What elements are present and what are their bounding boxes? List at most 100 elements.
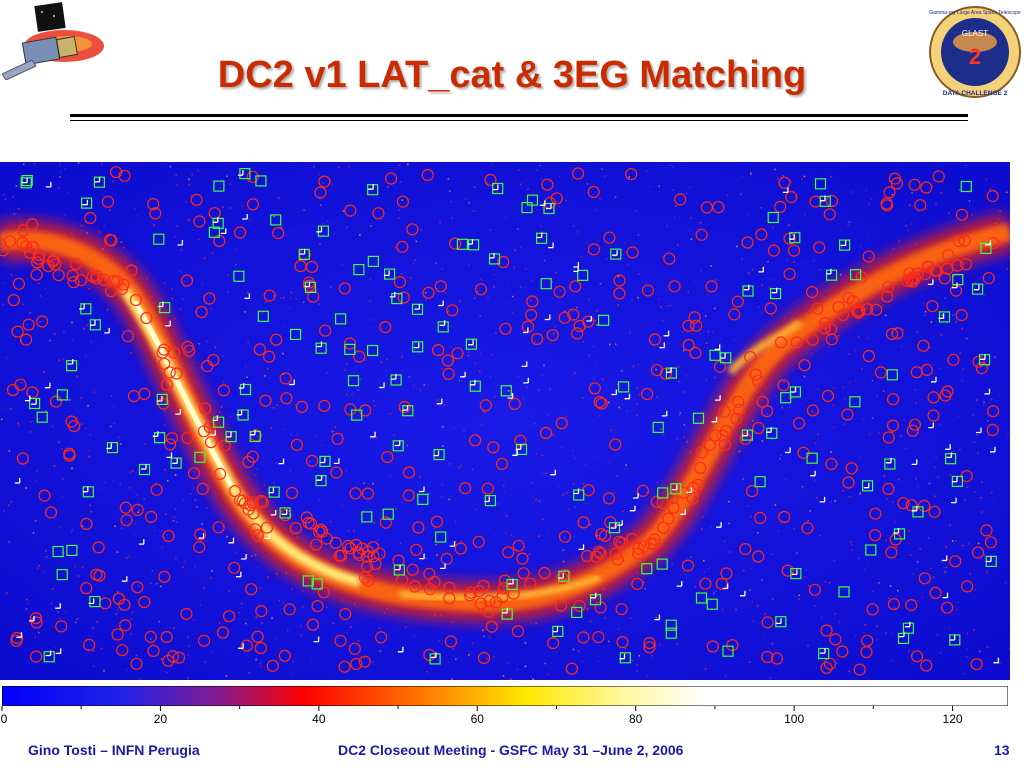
- noise-pixel: [341, 263, 344, 265]
- noise-pixel: [864, 624, 867, 626]
- lat-source-circle: [198, 634, 211, 647]
- noise-pixel: [210, 307, 212, 310]
- noise-pixel: [8, 504, 10, 507]
- lat-source-circle: [80, 517, 93, 530]
- lat-source-circle: [44, 506, 58, 519]
- lat-source-circle: [820, 624, 833, 637]
- 3eg-source-square: [769, 287, 782, 300]
- noise-pixel: [506, 284, 509, 287]
- noise-pixel: [809, 510, 811, 512]
- match-cross: [938, 313, 945, 319]
- noise-pixel: [210, 577, 212, 579]
- match-cross: [904, 621, 911, 628]
- noise-pixel: [940, 334, 943, 336]
- noise-pixel: [713, 592, 715, 595]
- noise-pixel: [582, 397, 584, 399]
- lat-source-circle: [689, 346, 702, 359]
- noise-pixel: [427, 383, 429, 385]
- noise-pixel: [75, 621, 77, 624]
- noise-pixel: [750, 567, 752, 569]
- noise-pixel: [949, 474, 952, 476]
- noise-pixel: [468, 264, 470, 266]
- match-cross: [790, 387, 797, 393]
- lat-source-circle: [862, 250, 875, 263]
- noise-pixel: [957, 415, 960, 417]
- 3eg-source-square: [138, 463, 151, 476]
- noise-pixel: [749, 589, 751, 591]
- noise-pixel: [278, 663, 280, 665]
- match-cross: [55, 603, 61, 609]
- match-cross: [384, 270, 390, 277]
- noise-pixel: [587, 251, 589, 253]
- lat-source-circle: [362, 574, 375, 587]
- noise-pixel: [493, 286, 496, 288]
- noise-pixel: [666, 225, 668, 228]
- match-cross: [663, 330, 670, 337]
- noise-pixel: [987, 364, 990, 367]
- lat-source-circle: [103, 233, 117, 247]
- noise-pixel: [117, 436, 120, 439]
- noise-pixel: [771, 315, 773, 317]
- lat-source-circle: [342, 539, 355, 552]
- lat-source-circle: [463, 589, 477, 602]
- lat-source-circle: [820, 661, 833, 674]
- match-cross: [633, 493, 639, 499]
- noise-pixel: [379, 627, 381, 630]
- noise-pixel: [150, 638, 152, 640]
- lat-source-circle: [761, 616, 774, 629]
- 3eg-source-square: [153, 233, 165, 245]
- noise-pixel: [751, 269, 754, 271]
- lat-source-circle: [306, 618, 319, 631]
- 3eg-source-square: [213, 416, 225, 428]
- noise-pixel: [910, 222, 913, 225]
- noise-pixel: [988, 401, 991, 404]
- noise-pixel: [925, 208, 928, 211]
- noise-pixel: [634, 209, 637, 212]
- noise-pixel: [585, 503, 587, 505]
- noise-pixel: [851, 191, 854, 193]
- noise-pixel: [945, 566, 948, 568]
- noise-pixel: [883, 475, 886, 478]
- noise-pixel: [945, 546, 947, 548]
- lat-source-circle: [190, 193, 203, 206]
- noise-pixel: [949, 404, 951, 406]
- noise-pixel: [122, 246, 125, 249]
- noise-pixel: [616, 383, 619, 386]
- noise-pixel: [179, 308, 182, 311]
- noise-pixel: [965, 164, 967, 167]
- noise-pixel: [174, 236, 176, 238]
- match-cross: [141, 464, 147, 470]
- noise-pixel: [180, 249, 183, 251]
- lat-source-circle: [739, 543, 752, 556]
- noise-pixel: [676, 244, 679, 246]
- noise-pixel: [36, 567, 39, 569]
- lat-source-circle: [3, 235, 17, 248]
- noise-pixel: [440, 496, 443, 498]
- noise-pixel: [935, 202, 937, 204]
- noise-pixel: [794, 196, 797, 198]
- data-challenge-2-badge: GLAST 2 DATA CHALLENGE 2 Gamma-ray Large…: [929, 6, 1021, 98]
- match-cross: [785, 447, 791, 454]
- lat-source-circle: [952, 234, 965, 248]
- noise-pixel: [593, 345, 595, 348]
- lat-source-circle: [885, 546, 898, 559]
- noise-pixel: [448, 498, 450, 501]
- lat-source-circle: [667, 501, 680, 514]
- noise-pixel: [289, 307, 291, 309]
- 3eg-source-square: [411, 303, 424, 315]
- noise-pixel: [290, 297, 292, 299]
- noise-pixel: [33, 311, 36, 314]
- lat-source-circle: [55, 620, 68, 633]
- match-cross: [619, 653, 626, 660]
- noise-pixel: [450, 200, 452, 203]
- 3eg-source-square: [617, 381, 630, 393]
- colorbar-tick-label: 60: [470, 712, 484, 726]
- lat-source-circle: [42, 259, 55, 273]
- noise-pixel: [983, 401, 985, 404]
- noise-pixel: [256, 435, 259, 438]
- noise-pixel: [558, 205, 561, 208]
- noise-pixel: [401, 501, 404, 504]
- lat-source-circle: [490, 596, 503, 609]
- noise-pixel: [817, 433, 819, 436]
- noise-pixel: [400, 351, 402, 353]
